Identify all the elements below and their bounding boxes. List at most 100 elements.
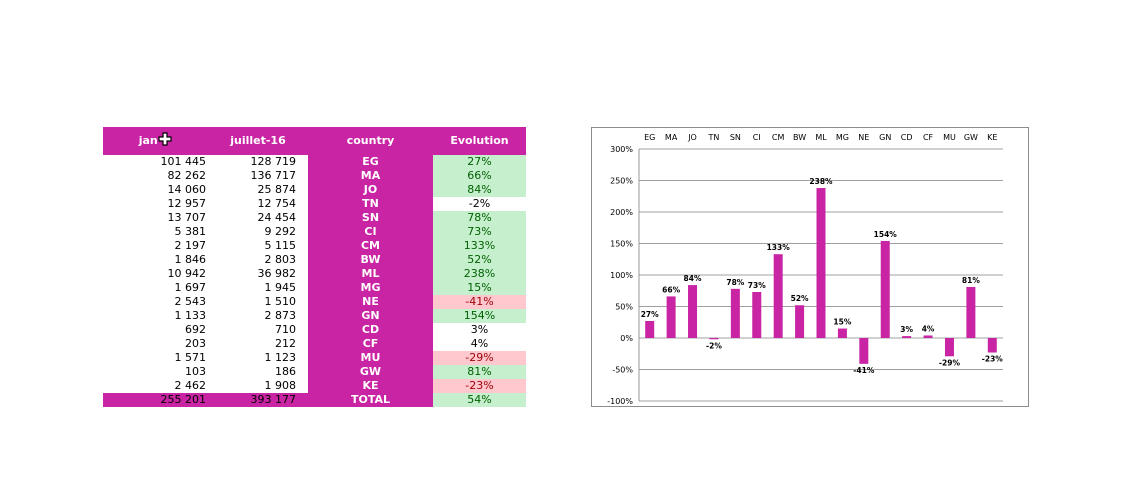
cell-jan[interactable]: 2 462 [174, 379, 207, 392]
header-country[interactable]: country [308, 127, 433, 155]
cell-evolution[interactable]: 66% [433, 169, 526, 183]
cell-country[interactable]: ML [308, 267, 433, 281]
cell-jan[interactable]: 1 697 [174, 281, 207, 294]
cell-country[interactable]: MU [308, 351, 433, 365]
cell-juillet[interactable]: 136 717 [250, 169, 297, 182]
cell-jan[interactable]: 692 [185, 323, 206, 336]
cell-jan[interactable]: 12 957 [167, 197, 207, 210]
cell-country[interactable]: GW [308, 365, 433, 379]
cell-evolution[interactable]: 3% [433, 323, 526, 337]
cell-evolution[interactable]: 73% [433, 225, 526, 239]
cell-jan[interactable]: 103 [185, 365, 206, 378]
header-evolution[interactable]: Evolution [433, 127, 526, 155]
table-row: 2 462 1 908 KE -23% [103, 379, 526, 393]
cell-juillet[interactable]: 2 873 [264, 309, 297, 322]
total-label[interactable]: TOTAL [308, 393, 433, 407]
cell-juillet[interactable]: 9 292 [264, 225, 297, 238]
cell-jan[interactable]: 1 133 [174, 309, 207, 322]
cell-evolution[interactable]: -29% [433, 351, 526, 365]
cell-jan[interactable]: 10 942 [167, 267, 207, 280]
table-row: 692 710 CD 3% [103, 323, 526, 337]
cell-evolution[interactable]: 154% [433, 309, 526, 323]
cell-country[interactable]: CF [308, 337, 433, 351]
cell-juillet[interactable]: 24 454 [257, 211, 297, 224]
cell-country[interactable]: CM [308, 239, 433, 253]
cell-evolution[interactable]: 133% [433, 239, 526, 253]
cell-country[interactable]: MA [308, 169, 433, 183]
cell-jan[interactable]: 14 060 [167, 183, 207, 196]
cell-evolution[interactable]: 52% [433, 253, 526, 267]
cell-evolution[interactable]: 27% [433, 155, 526, 169]
cell-jan[interactable]: 203 [185, 337, 206, 350]
data-label: 84% [684, 274, 702, 283]
header-jan[interactable]: jan- [103, 127, 208, 155]
bar [837, 328, 847, 338]
cell-evolution[interactable]: -41% [433, 295, 526, 309]
cell-country[interactable]: EG [308, 155, 433, 169]
cell-country[interactable]: TN [308, 197, 433, 211]
header-juillet[interactable]: juillet-16 [208, 127, 308, 155]
cell-jan[interactable]: 1 571 [174, 351, 207, 364]
cell-jan[interactable]: 82 262 [167, 169, 207, 182]
cell-country[interactable]: SN [308, 211, 433, 225]
total-juillet[interactable]: 393 177 [208, 393, 308, 407]
cell-jan[interactable]: 2 543 [174, 295, 207, 308]
cell-country[interactable]: GN [308, 309, 433, 323]
cell-evolution[interactable]: 4% [433, 337, 526, 351]
cell-juillet[interactable]: 212 [275, 337, 296, 350]
cell-evolution[interactable]: -23% [433, 379, 526, 393]
cell-juillet[interactable]: 1 510 [264, 295, 297, 308]
cell-evolution[interactable]: 84% [433, 183, 526, 197]
total-evolution[interactable]: 54% [433, 393, 526, 407]
cell-juillet[interactable]: 2 803 [264, 253, 297, 266]
cell-juillet[interactable]: 1 945 [264, 281, 297, 294]
cell-country[interactable]: NE [308, 295, 433, 309]
table-row: 5 381 9 292 CI 73% [103, 225, 526, 239]
table-row: 1 571 1 123 MU -29% [103, 351, 526, 365]
x-tick-label: MG [836, 133, 849, 142]
cell-jan[interactable]: 101 445 [160, 155, 207, 168]
cell-juillet[interactable]: 128 719 [250, 155, 297, 168]
table-row: 1 133 2 873 GN 154% [103, 309, 526, 323]
cell-jan[interactable]: 5 381 [174, 225, 207, 238]
evolution-bar-chart[interactable]: -100% -50% 0% 50% 100% 150% 200% 250% 300% EG 27% M… [591, 127, 1029, 407]
x-tick-label: CF [923, 133, 934, 142]
cell-juillet[interactable]: 5 115 [264, 239, 297, 252]
cell-juillet[interactable]: 710 [275, 323, 296, 336]
cell-country[interactable]: JO [308, 183, 433, 197]
table-row: 2 197 5 115 CM 133% [103, 239, 526, 253]
x-tick-label: GW [964, 133, 978, 142]
cell-jan[interactable]: 1 846 [174, 253, 207, 266]
cell-juillet[interactable]: 1 908 [264, 379, 297, 392]
table-row: 10 942 36 982 ML 238% [103, 267, 526, 281]
cell-country[interactable]: KE [308, 379, 433, 393]
cell-juillet[interactable]: 36 982 [257, 267, 297, 280]
cell-evolution[interactable]: 78% [433, 211, 526, 225]
bar [859, 338, 869, 364]
x-tick-label: MU [943, 133, 956, 142]
cell-jan[interactable]: 2 197 [174, 239, 207, 252]
data-label: -29% [939, 358, 961, 367]
bar [666, 296, 676, 338]
data-label: 78% [726, 278, 744, 287]
cell-juillet[interactable]: 25 874 [257, 183, 297, 196]
data-label: 73% [748, 281, 766, 290]
cell-juillet[interactable]: 12 754 [257, 197, 297, 210]
y-tick-label: -100% [607, 397, 633, 406]
cell-evolution[interactable]: 238% [433, 267, 526, 281]
cell-country[interactable]: BW [308, 253, 433, 267]
cell-juillet[interactable]: 186 [275, 365, 296, 378]
data-label: -41% [853, 366, 875, 375]
y-tick-label: 250% [610, 177, 633, 186]
cell-country[interactable]: MG [308, 281, 433, 295]
table-row: 1 846 2 803 BW 52% [103, 253, 526, 267]
cell-juillet[interactable]: 1 123 [264, 351, 297, 364]
y-tick-label: 200% [610, 208, 633, 217]
cell-evolution[interactable]: -2% [433, 197, 526, 211]
cell-jan[interactable]: 13 707 [167, 211, 207, 224]
cell-country[interactable]: CI [308, 225, 433, 239]
cell-country[interactable]: CD [308, 323, 433, 337]
cell-evolution[interactable]: 81% [433, 365, 526, 379]
cell-evolution[interactable]: 15% [433, 281, 526, 295]
total-jan[interactable]: 255 201 [103, 393, 208, 407]
